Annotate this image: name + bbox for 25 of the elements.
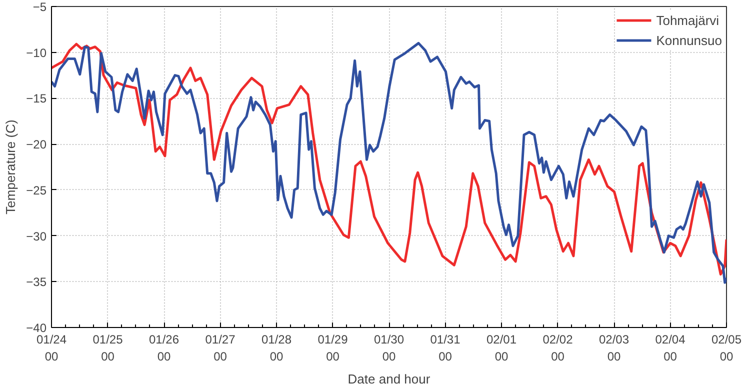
y-tick-label: −10 <box>26 46 47 60</box>
x-tick-label: 01/26 00 <box>148 332 180 364</box>
x-tick-label: 02/04 00 <box>655 332 686 364</box>
x-tick-label: 01/25 00 <box>92 332 124 364</box>
x-tick-label: 01/30 00 <box>374 332 404 364</box>
y-tick-label: −25 <box>26 183 47 198</box>
y-tick-label: −20 <box>26 138 47 152</box>
x-axis-title: Date and hour <box>348 371 431 386</box>
x-tick-label: 01/29 00 <box>318 332 348 364</box>
y-axis-title: Temperature (C) <box>3 120 18 214</box>
x-tick-label: 01/27 00 <box>205 332 236 364</box>
x-tick-label: 01/31 00 <box>430 332 461 364</box>
legend-label: Konnunsuo <box>656 32 722 48</box>
y-tick-label: −40 <box>26 321 47 335</box>
x-tick-label: 02/01 00 <box>486 332 517 364</box>
x-tick-label: 01/28 00 <box>261 332 292 364</box>
x-tick-label: 01/24 00 <box>36 332 67 364</box>
y-tick-label: −35 <box>26 275 47 290</box>
x-tick-label: 02/03 00 <box>598 332 630 364</box>
x-tick-label: 02/02 00 <box>542 332 574 364</box>
y-tick-label: −15 <box>26 92 47 106</box>
x-tick-label: 02/05 00 <box>711 332 742 364</box>
legend-label: Tohmajärvi <box>656 12 720 28</box>
y-tick-label: −30 <box>26 229 47 244</box>
y-tick-label: −5 <box>32 0 47 14</box>
